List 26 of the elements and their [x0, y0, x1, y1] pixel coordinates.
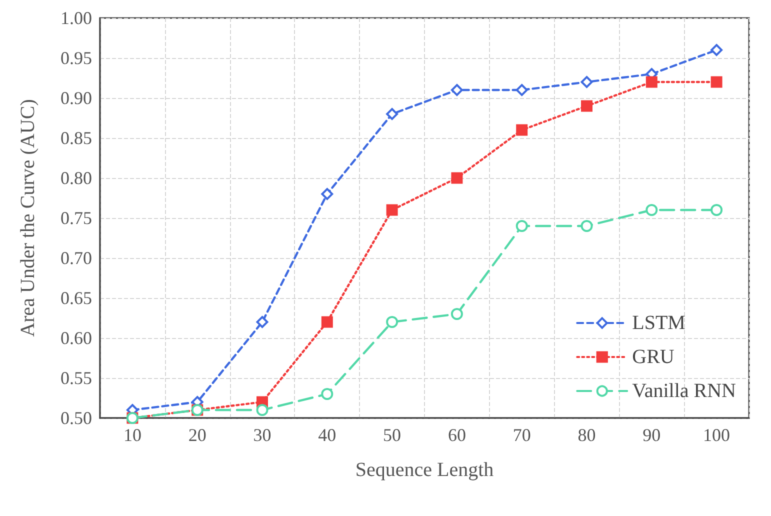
legend-label: Vanilla RNN: [632, 380, 736, 402]
x-tick-label: 90: [642, 425, 661, 445]
x-tick-label: 40: [318, 425, 336, 445]
y-tick-label: 0.80: [60, 168, 92, 188]
x-tick-label: 10: [123, 425, 142, 445]
legend-label: GRU: [632, 346, 675, 368]
x-tick-label: 70: [512, 425, 531, 445]
y-tick-label: 0.65: [60, 288, 92, 308]
x-tick-label: 80: [578, 425, 596, 445]
x-axis-title: Sequence Length: [355, 459, 494, 481]
y-tick-label: 0.55: [60, 368, 92, 388]
y-tick-label: 0.50: [60, 408, 92, 428]
y-tick-label: 0.95: [60, 48, 92, 68]
y-tick-label: 1.00: [60, 8, 92, 28]
y-axis-title: Area Under the Curve (AUC): [17, 99, 39, 337]
y-tick-label: 0.75: [60, 208, 92, 228]
x-tick-label: 30: [253, 425, 272, 445]
legend-label: LSTM: [632, 312, 686, 334]
y-tick-label: 0.90: [60, 88, 92, 108]
y-tick-label: 0.85: [60, 128, 92, 148]
x-tick-label: 50: [383, 425, 402, 445]
x-tick-label: 100: [703, 425, 730, 445]
x-tick-label: 60: [448, 425, 466, 445]
y-tick-label: 0.60: [60, 328, 92, 348]
y-tick-label: 0.70: [60, 248, 92, 268]
x-tick-label: 20: [188, 425, 206, 445]
